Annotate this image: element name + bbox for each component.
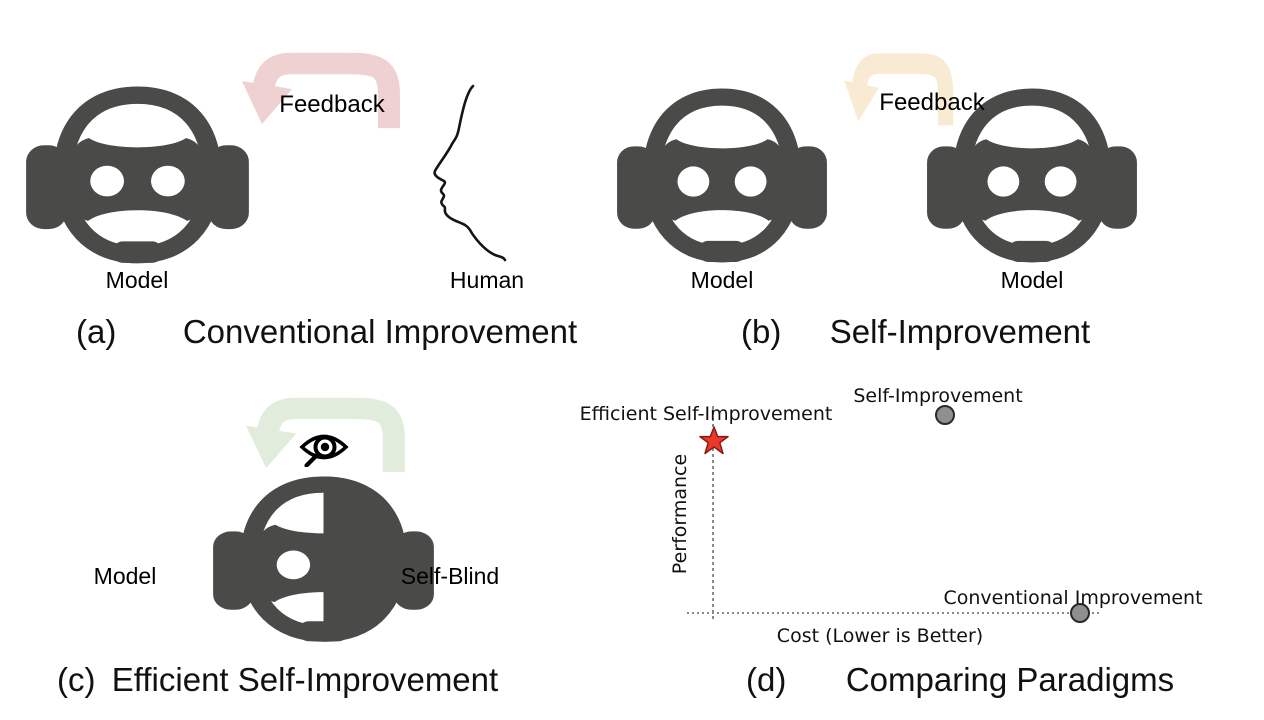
model-label-b-right: Model [1000, 267, 1064, 293]
robot-icon-b-left [616, 88, 828, 269]
model-label-b-left: Model [690, 267, 754, 293]
panel-tag-a: (a) [76, 313, 117, 350]
y-axis-label: Performance [669, 453, 691, 575]
y-axis-line [712, 406, 714, 622]
panel-caption-a: Conventional Improvement [182, 313, 578, 350]
panel-tag-c: (c) [57, 661, 96, 698]
star-marker-efficient-self-improvement [699, 426, 729, 455]
panel-tag-b: (b) [741, 313, 782, 350]
x-axis-label: Cost (Lower is Better) [776, 625, 984, 647]
point-label-conventional-improvement: Conventional Improvement [943, 587, 1203, 609]
feedback-label-a: Feedback [279, 91, 385, 118]
half-blind-robot-icon [212, 476, 435, 648]
self-blind-label: Self-Blind [400, 563, 500, 589]
point-label-self-improvement: Self-Improvement [853, 385, 1023, 407]
model-label-a: Model [105, 267, 169, 293]
robot-icon-a [25, 86, 250, 270]
model-label-c: Model [93, 563, 157, 589]
panel-caption-b: Self-Improvement [829, 313, 1091, 350]
panel-caption-d: Comparing Paradigms [845, 661, 1175, 698]
human-profile-icon [433, 84, 507, 262]
panel-tag-d: (d) [746, 661, 787, 698]
x-axis-line [687, 612, 1099, 614]
robot-blind-half [323, 476, 407, 642]
dot-marker-self-improvement [935, 405, 955, 425]
point-label-efficient-self-improvement: Efficient Self-Improvement [579, 403, 833, 425]
eye-magnifier-icon [299, 434, 349, 467]
panel-caption-c: Efficient Self-Improvement [111, 661, 499, 698]
human-label: Human [449, 267, 525, 293]
dot-marker-conventional-improvement [1070, 603, 1090, 623]
feedback-label-b: Feedback [879, 89, 985, 116]
